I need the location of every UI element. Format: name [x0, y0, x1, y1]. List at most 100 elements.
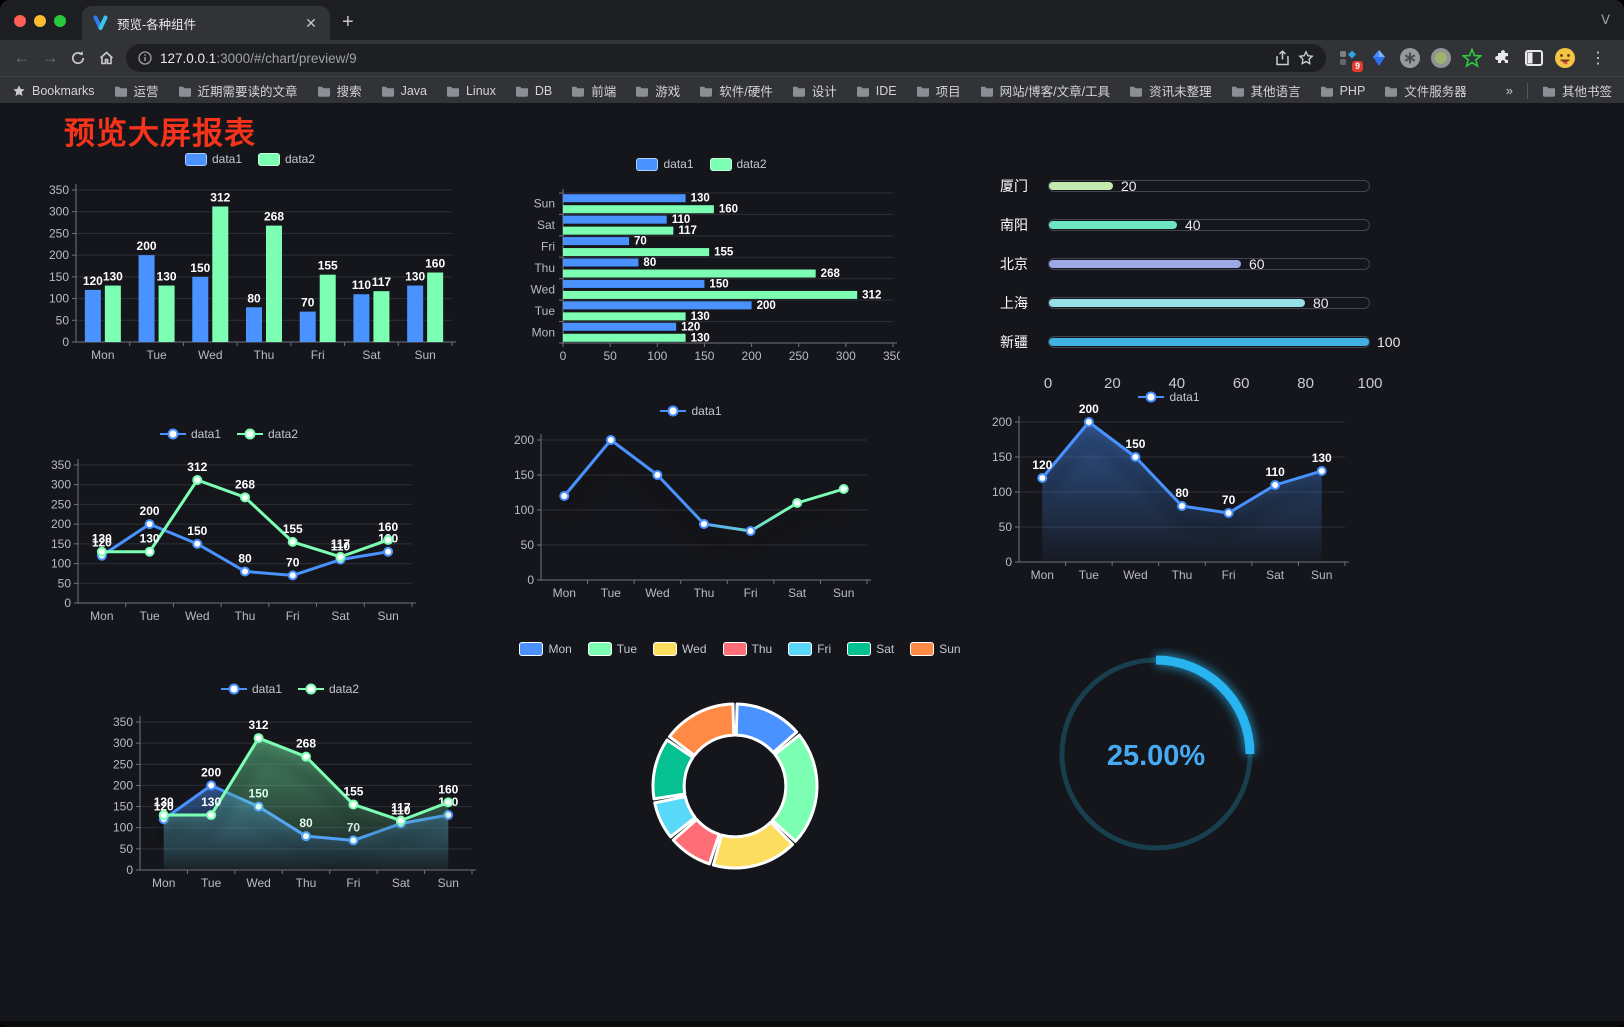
address-bar[interactable]: 127.0.0.1:3000/#/chart/preview/9 — [126, 44, 1326, 72]
line-chart-svg[interactable]: 0 50 100 150 200 250 300 350 Mon Tue Wed Thu Fri Sat S… — [38, 423, 420, 638]
bar-data1-Sat[interactable] — [353, 294, 370, 342]
bar-data2-Sat[interactable] — [373, 291, 390, 342]
weekday-donut-chart[interactable]: Mon Tue Wed Thu Fri Sat Sun — [519, 638, 961, 928]
share-icon[interactable] — [1275, 50, 1290, 66]
pie-slice-Mon[interactable] — [734, 702, 799, 755]
legend-item-data1[interactable]: data1 — [220, 682, 282, 696]
legend-item-Tue[interactable]: Tue — [587, 642, 637, 656]
progress-row-上海[interactable]: 上海 80 — [1000, 283, 1370, 322]
bookmark-folder[interactable]: 资讯未整理 — [1129, 81, 1212, 100]
bookmark-folder[interactable]: PHP — [1320, 81, 1365, 100]
bar-data2-Thu[interactable] — [266, 225, 282, 342]
area-chart-svg[interactable]: 0 50 100 150 200 250 300 350 Mon Tue Wed Thu Fri Sat S… — [98, 678, 482, 915]
line-chart-svg[interactable]: 0 50 100 150 200 Mon Tue Wed Thu Fri Sat Sun — [505, 400, 877, 612]
progress-row-新疆[interactable]: 新疆 100 — [1000, 322, 1400, 361]
horizontal-bar-chart[interactable]: 0 50 100 150 200 250 300 350 Sun 130 160 Sat 110 117 F… — [503, 153, 900, 368]
gauge-svg[interactable]: 25.00% — [1048, 648, 1266, 863]
bookmark-folder[interactable]: IDE — [856, 81, 897, 100]
two-series-area-chart[interactable]: 0 50 100 150 200 250 300 350 Mon Tue Wed Thu Fri Sat S… — [98, 678, 482, 915]
tab-search-chevron-icon[interactable]: ᐯ — [1601, 12, 1610, 27]
line-series-data1[interactable] — [562, 438, 846, 533]
pie-slice-Wed[interactable] — [711, 820, 795, 870]
url-text[interactable]: 127.0.0.1:3000/#/chart/preview/9 — [160, 50, 357, 66]
forward-icon[interactable]: → — [41, 48, 59, 67]
gradient-line-chart[interactable]: 0 50 100 150 200 Mon Tue Wed Thu Fri Sat Sun data1 — [505, 400, 877, 612]
olive-circle-icon[interactable] — [1429, 46, 1453, 70]
legend-item-Wed[interactable]: Wed — [653, 642, 707, 656]
bookmark-folder[interactable]: 软件/硬件 — [699, 81, 773, 100]
bookmark-folder[interactable]: 设计 — [792, 81, 837, 100]
legend-item-Thu[interactable]: Thu — [722, 642, 772, 656]
bookmark-folder[interactable]: 近期需要读的文章 — [178, 81, 298, 100]
bar-data1-Thu[interactable] — [246, 307, 262, 342]
bar-data2-Fri[interactable] — [319, 274, 336, 342]
bookmark-folder[interactable]: 游戏 — [635, 81, 680, 100]
legend-item-Sun[interactable]: Sun — [910, 642, 961, 656]
bookmark-folder[interactable]: Java — [381, 81, 427, 100]
sidebar-icon[interactable] — [1522, 46, 1546, 70]
progress-gauge-chart[interactable]: 25.00% — [1048, 648, 1266, 863]
star-icon[interactable] — [1298, 50, 1314, 66]
legend-item-data2[interactable]: data2 — [298, 682, 359, 696]
bookmark-folder[interactable]: 搜索 — [317, 81, 362, 100]
legend-item-Sat[interactable]: Sat — [847, 642, 894, 656]
legend-item-Mon[interactable]: Mon — [519, 642, 572, 656]
progress-row-南阳[interactable]: 南阳 40 — [1000, 205, 1370, 244]
reload-icon[interactable] — [64, 44, 92, 72]
bar-data1-Sun[interactable] — [407, 285, 424, 342]
kite-icon[interactable] — [1367, 46, 1391, 70]
bookmark-folder[interactable]: DB — [515, 81, 552, 100]
bar-data1-Wed[interactable] — [192, 276, 209, 342]
green-star-icon[interactable] — [1460, 46, 1484, 70]
pie-slice-Sat[interactable] — [651, 738, 695, 801]
back-icon[interactable]: ← — [13, 48, 31, 67]
bookmarks-root[interactable]: Bookmarks — [12, 84, 95, 98]
pie-slice-Thu[interactable] — [671, 817, 721, 866]
legend-item-data1[interactable]: data1 — [660, 404, 722, 418]
browser-tab[interactable]: 预览-各种组件 ✕ — [82, 6, 330, 40]
bar-data1-Fri[interactable] — [299, 311, 316, 342]
area-chart-svg[interactable]: 0 50 100 150 200 Mon Tue Wed Thu Fri Sat Sun 120 200 1… — [985, 386, 1353, 601]
legend-item-data2[interactable]: data2 — [258, 152, 315, 166]
bar-data2-Tue[interactable] — [158, 285, 175, 342]
emoji-avatar[interactable] — [1553, 46, 1577, 70]
bookmarks-overflow-chevron[interactable]: » — [1505, 83, 1513, 98]
menu-dots-icon[interactable]: ⋮ — [1590, 50, 1606, 67]
single-area-chart[interactable]: 0 50 100 150 200 Mon Tue Wed Thu Fri Sat Sun 120 200 1… — [985, 386, 1353, 601]
city-progress-chart[interactable]: 厦门 20 南阳 40 北京 60 上海 80 新疆 100 0 20 40 60 80 100 — [1000, 160, 1400, 393]
maximize-window-button[interactable] — [54, 15, 66, 27]
bookmark-folder[interactable]: 项目 — [916, 81, 961, 100]
legend-item-data2[interactable]: data2 — [237, 427, 298, 441]
minimize-window-button[interactable] — [34, 15, 46, 27]
bookmark-folder[interactable]: 其他语言 — [1231, 81, 1301, 100]
tab-close-icon[interactable]: ✕ — [305, 14, 317, 31]
two-series-line-chart[interactable]: 0 50 100 150 200 250 300 350 Mon Tue Wed Thu Fri Sat S… — [38, 423, 420, 638]
progress-row-北京[interactable]: 北京 60 — [1000, 244, 1370, 283]
info-icon[interactable] — [138, 51, 152, 65]
bookmark-folder[interactable]: Linux — [446, 81, 496, 100]
bar-data2-Mon[interactable] — [104, 285, 121, 342]
legend-item-Fri[interactable]: Fri — [788, 642, 831, 656]
other-bookmarks-folder[interactable]: 其他书签 — [1542, 81, 1612, 100]
bar-chart-svg[interactable]: 0 50 100 150 200 250 300 350 Mon Tue Wed Thu Fri Sat S… — [40, 148, 460, 370]
extension-grid-icon[interactable]: 9 — [1336, 46, 1363, 72]
asterisk-circle-icon[interactable] — [1398, 46, 1422, 70]
progress-row-厦门[interactable]: 厦门 20 — [1000, 166, 1370, 205]
bookmark-folder[interactable]: 网站/博客/文章/工具 — [980, 81, 1110, 100]
donut-chart-svg[interactable] — [545, 638, 935, 928]
bookmark-folder[interactable]: 运营 — [114, 81, 159, 100]
bookmark-folder[interactable]: 前端 — [571, 81, 616, 100]
new-tab-button[interactable]: + — [342, 11, 354, 33]
pie-slice-Tue[interactable] — [770, 733, 819, 843]
bar-data1-Mon[interactable] — [84, 289, 101, 342]
bar-data2-Wed[interactable] — [212, 206, 229, 342]
legend-item-data1[interactable]: data1 — [1138, 390, 1200, 404]
legend-item-data1[interactable]: data1 — [636, 157, 694, 171]
grouped-bar-chart[interactable]: 0 50 100 150 200 250 300 350 Mon Tue Wed Thu Fri Sat S… — [40, 148, 460, 370]
legend-item-data1[interactable]: data1 — [159, 427, 221, 441]
bar-data1-Tue[interactable] — [138, 255, 155, 342]
bar-data2-Sun[interactable] — [427, 272, 444, 342]
puzzle-icon[interactable] — [1491, 46, 1515, 70]
bookmark-folder[interactable]: 文件服务器 — [1384, 81, 1467, 100]
